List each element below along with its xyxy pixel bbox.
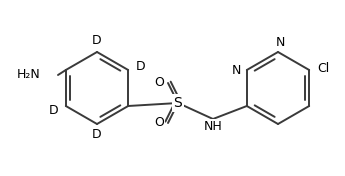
Text: NH: NH (204, 121, 223, 134)
Text: N: N (275, 36, 285, 49)
Text: O: O (154, 117, 164, 130)
Text: D: D (49, 103, 59, 117)
Text: S: S (174, 96, 183, 110)
Text: N: N (232, 64, 241, 77)
Text: D: D (92, 128, 102, 142)
Text: Cl: Cl (317, 61, 329, 74)
Text: D: D (92, 34, 102, 48)
Text: D: D (135, 59, 145, 73)
Text: H₂N: H₂N (16, 68, 40, 81)
Text: O: O (154, 77, 164, 90)
